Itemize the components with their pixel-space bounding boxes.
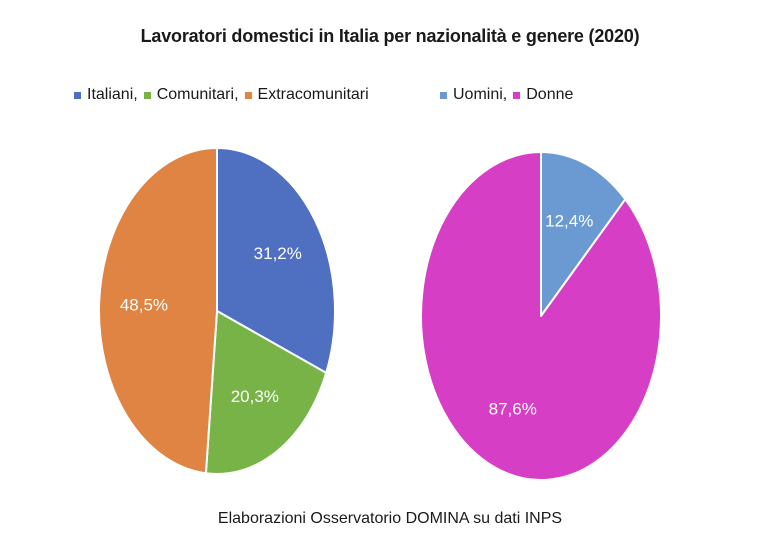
pie-nationality-label-italiani: 31,2% bbox=[254, 244, 302, 263]
legend-entry-italiani: Italiani, bbox=[74, 86, 138, 104]
pie-nationality-label-extracomunitari: 48,5% bbox=[120, 296, 168, 315]
legend-swatch-extracomunitari bbox=[244, 91, 252, 99]
legend-label-extracomunitari: Extracomunitari bbox=[257, 86, 369, 103]
legend-swatch-donne bbox=[513, 91, 521, 99]
pie-nationality-slice-extracomunitari bbox=[98, 147, 218, 475]
pie-nationality-label-comunitari: 20,3% bbox=[231, 387, 279, 406]
pie-nationality-slice-italiani bbox=[216, 147, 336, 374]
legend-gender: Uomini, Donne bbox=[440, 86, 579, 104]
source-note: Elaborazioni Osservatorio DOMINA su dati… bbox=[217, 510, 563, 527]
pie-gender-label-uomini: 12,4% bbox=[545, 211, 593, 230]
chart-title: Lavoratori domestici in Italia per nazio… bbox=[140, 26, 640, 46]
legend-entry-extracomunitari: Extracomunitari bbox=[244, 86, 369, 104]
pie-nationality-slice-comunitari bbox=[204, 310, 328, 475]
legend-entry-donne: Donne bbox=[513, 86, 573, 104]
legend-label-italiani: Italiani, bbox=[87, 86, 138, 103]
legend-nationality: Italiani, Comunitari, Extracomunitari bbox=[74, 86, 375, 104]
legend-swatch-comunitari bbox=[143, 91, 151, 99]
pie-gender-slice-donne bbox=[420, 151, 662, 481]
pie-gender-label-donne: 87,6% bbox=[489, 400, 537, 419]
legend-label-uomini: Uomini, bbox=[453, 86, 508, 103]
legend-entry-uomini: Uomini, bbox=[440, 86, 507, 104]
legend-label-donne: Donne bbox=[526, 86, 574, 103]
legend-label-comunitari: Comunitari, bbox=[156, 86, 239, 103]
legend-swatch-uomini bbox=[440, 91, 447, 99]
pie-gender-slice-uomini bbox=[540, 151, 627, 317]
legend-swatch-italiani bbox=[74, 91, 81, 99]
legend-entry-comunitari: Comunitari, bbox=[143, 86, 239, 104]
